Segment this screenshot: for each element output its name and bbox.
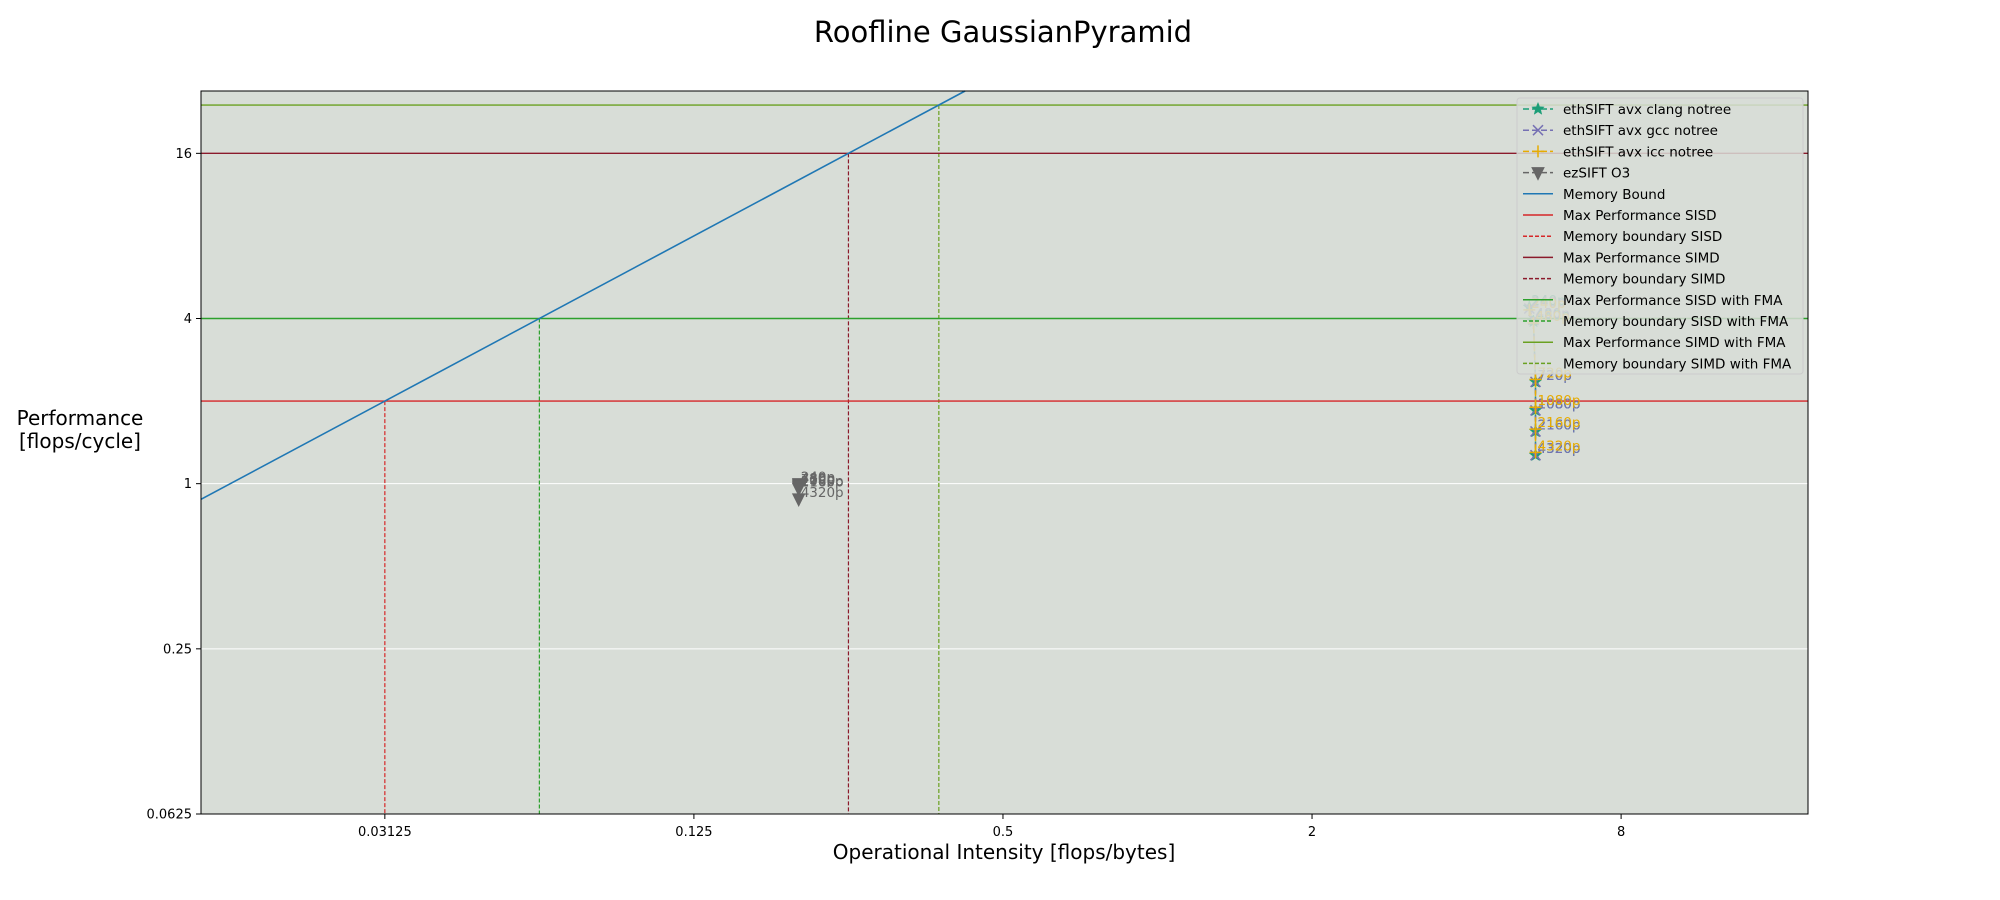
y-tick-label: 0.0625 bbox=[147, 808, 193, 823]
data-point bbox=[1529, 446, 1542, 459]
legend-swatch-marker bbox=[1532, 145, 1544, 158]
data-label: 2160p bbox=[801, 475, 844, 491]
data-label: 2160p bbox=[1538, 415, 1581, 431]
data-label: 4320p bbox=[1538, 441, 1581, 457]
legend-entry: Max Performance SISD with FMA bbox=[1523, 293, 1783, 309]
y-tick-label: 0.25 bbox=[163, 642, 192, 657]
data-point bbox=[791, 483, 806, 497]
legend-entry: Memory Bound bbox=[1523, 187, 1665, 203]
legend-label: Memory Bound bbox=[1563, 187, 1665, 203]
plot-frame bbox=[200, 90, 1809, 815]
data-label: 4320p bbox=[1538, 438, 1581, 454]
y-tick-label: 16 bbox=[175, 147, 192, 162]
legend-label: Max Performance SIMD bbox=[1563, 250, 1720, 266]
legend: ethSIFT avx clang notree ethSIFT avx gcc … bbox=[1516, 97, 1804, 375]
data-label: 720p bbox=[801, 472, 835, 488]
data-label: 480p bbox=[801, 471, 835, 487]
legend-label: Memory boundary SISD bbox=[1563, 229, 1722, 245]
chart-title: Roofline GaussianPyramid bbox=[814, 15, 1192, 49]
data-point bbox=[791, 493, 806, 508]
x-tick-label: 0.5 bbox=[993, 825, 1014, 840]
x-tick-label: 0.125 bbox=[675, 825, 712, 840]
legend-entry: ethSIFT avx clang notree bbox=[1523, 101, 1731, 118]
legend-label: Memory boundary SISD with FMA bbox=[1563, 314, 1789, 330]
legend-label: ethSIFT avx icc notree bbox=[1563, 144, 1713, 160]
y-axis-title: Performance [flops/cycle] bbox=[17, 406, 144, 453]
legend-entry: Max Performance SISD bbox=[1523, 208, 1717, 224]
legend-label: ezSIFT O3 bbox=[1563, 166, 1630, 182]
legend-label: ethSIFT avx clang notree bbox=[1563, 102, 1731, 118]
data-label: 1080p bbox=[1538, 396, 1581, 412]
legend-box bbox=[1516, 97, 1804, 375]
legend-entry: Max Performance SIMD bbox=[1523, 250, 1720, 266]
data-label: 1080p bbox=[1538, 396, 1581, 412]
x-axis-title: Operational Intensity [flops/bytes] bbox=[833, 840, 1176, 864]
data-point bbox=[1529, 423, 1542, 436]
legend-label: Max Performance SISD with FMA bbox=[1563, 293, 1783, 309]
data-label: 2160p bbox=[1538, 417, 1581, 433]
x-tick-label: 2 bbox=[1308, 825, 1316, 840]
legend-swatch-marker bbox=[1532, 124, 1544, 136]
legend-entry: Memory boundary SIMD with FMA bbox=[1523, 356, 1792, 372]
data-label: 1080p bbox=[1538, 393, 1581, 409]
y-axis-title-line: [flops/cycle] bbox=[19, 429, 141, 453]
legend-swatch-marker bbox=[1531, 101, 1545, 115]
legend-entry: ethSIFT avx icc notree bbox=[1523, 144, 1713, 160]
legend-entry: ezSIFT O3 bbox=[1523, 166, 1630, 182]
legend-entry: Max Performance SIMD with FMA bbox=[1523, 335, 1786, 351]
memory-bound-line bbox=[200, 90, 966, 501]
legend-label: Max Performance SIMD with FMA bbox=[1563, 335, 1786, 351]
y-axis-title-line: Performance bbox=[17, 406, 144, 430]
data-label: 1080p bbox=[801, 473, 844, 489]
x-tick-label: 8 bbox=[1617, 825, 1625, 840]
data-label: 4320p bbox=[801, 485, 844, 501]
data-label: 4320p bbox=[1538, 441, 1581, 457]
data-point bbox=[1529, 373, 1542, 386]
y-tick-label: 4 bbox=[184, 312, 192, 327]
x-tick-label: 0.03125 bbox=[358, 825, 412, 840]
legend-label: ethSIFT avx gcc notree bbox=[1563, 123, 1718, 139]
legend-entry: Memory boundary SISD bbox=[1523, 229, 1722, 245]
axes: 0.0625 0.25 1 4 16 0.03125 0.125 0.5 2 8 bbox=[147, 90, 1809, 840]
data-point bbox=[1529, 401, 1542, 414]
legend-label: Memory boundary SIMD with FMA bbox=[1563, 356, 1792, 372]
legend-entry: ethSIFT avx gcc notree bbox=[1523, 123, 1718, 139]
y-tick-label: 1 bbox=[184, 477, 192, 492]
legend-entry: Memory boundary SISD with FMA bbox=[1523, 314, 1789, 330]
data-label: 2160p bbox=[1538, 417, 1581, 433]
legend-swatch-marker bbox=[1531, 167, 1545, 181]
legend-entry: Memory boundary SIMD bbox=[1523, 272, 1725, 288]
legend-label: Memory boundary SIMD bbox=[1563, 272, 1725, 288]
legend-label: Max Performance SISD bbox=[1563, 208, 1717, 224]
data-label: 240p bbox=[801, 470, 835, 486]
